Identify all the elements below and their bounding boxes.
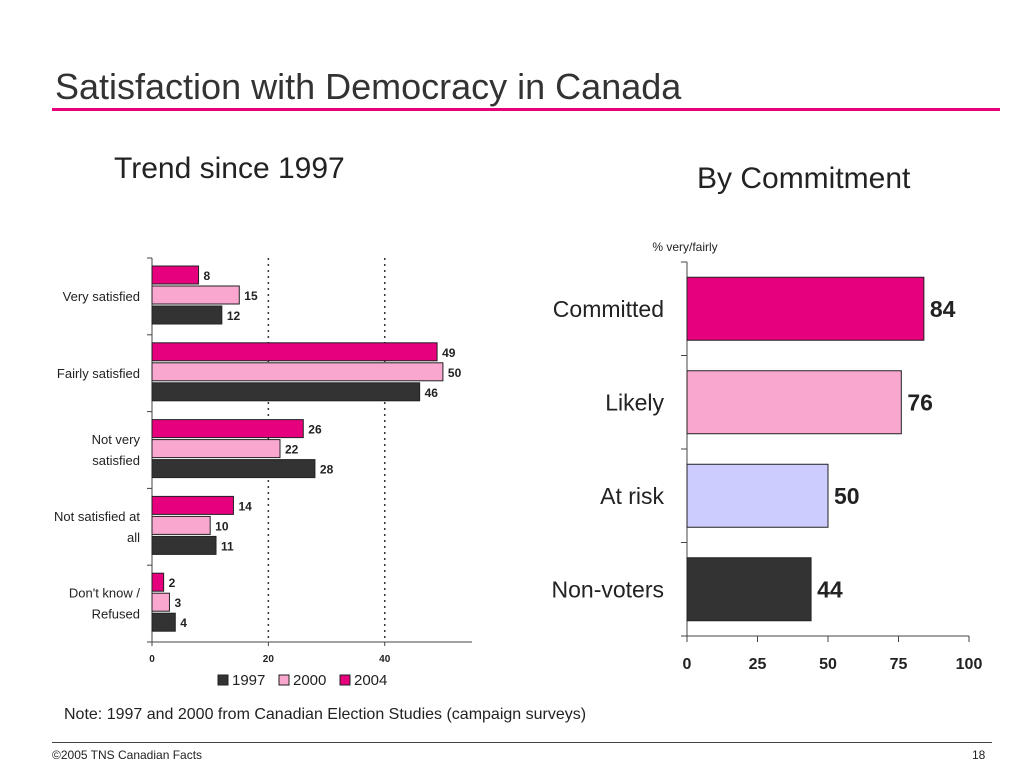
right-chart-title: By Commitment [697, 162, 911, 195]
data-label: 10 [215, 519, 229, 533]
bar [686, 276, 925, 341]
bar-2004 [151, 572, 165, 592]
x-tick-label: 0 [149, 654, 155, 665]
category-label: Not very [92, 432, 141, 447]
bar [686, 557, 812, 622]
data-label: 12 [227, 309, 241, 323]
category-label: Non-voters [552, 576, 664, 602]
data-label: 50 [448, 366, 462, 380]
data-label: 84 [930, 296, 956, 322]
data-label: 3 [174, 596, 181, 610]
bar-1997 [151, 459, 316, 479]
bar [686, 370, 902, 435]
bar [686, 463, 829, 528]
bar-2004 [151, 342, 438, 362]
x-tick-label: 20 [263, 654, 275, 665]
data-label: 50 [834, 483, 860, 509]
footer-divider [52, 742, 992, 743]
x-tick-label: 100 [956, 656, 983, 673]
bar-1997 [151, 305, 223, 325]
category-label: Committed [553, 296, 664, 322]
legend-swatch-2000 [278, 674, 290, 686]
data-label: 28 [320, 463, 334, 477]
x-tick-label: 0 [683, 656, 692, 673]
legend-label: 2004 [354, 672, 387, 689]
x-tick-label: 40 [379, 654, 391, 665]
x-tick-label: 75 [890, 656, 908, 673]
page-number: 18 [972, 748, 986, 762]
bar-2000 [151, 362, 444, 382]
bar-2000 [151, 285, 240, 305]
x-tick-label: 25 [749, 656, 767, 673]
data-label: 15 [244, 289, 258, 303]
bar-2000 [151, 439, 281, 459]
data-label: 11 [221, 539, 234, 553]
data-label: 22 [285, 443, 299, 457]
category-label: Not satisfied at [54, 509, 140, 524]
category-label: Likely [605, 389, 664, 415]
category-label: Fairly satisfied [57, 366, 140, 381]
data-label: 46 [425, 386, 439, 400]
bar-1997 [151, 535, 217, 555]
bar-2000 [151, 592, 170, 612]
legend-swatch-2004 [339, 674, 351, 686]
x-tick-label: 50 [819, 656, 837, 673]
title-underline [52, 108, 1000, 111]
data-label: 76 [907, 389, 933, 415]
category-label: all [127, 530, 140, 545]
data-label: 44 [817, 576, 843, 602]
legend-label: 2000 [293, 672, 326, 689]
bar-1997 [151, 612, 176, 632]
source-note: Note: 1997 and 2000 from Canadian Electi… [64, 706, 587, 723]
category-label: Refused [92, 607, 140, 622]
bar-2004 [151, 265, 200, 285]
axis-note: % very/fairly [652, 240, 717, 254]
category-label: Very satisfied [63, 289, 140, 304]
category-label: satisfied [92, 453, 140, 468]
bar-2004 [151, 419, 304, 439]
bar-2000 [151, 515, 211, 535]
category-label: Don't know / [69, 586, 141, 601]
data-label: 2 [169, 576, 176, 590]
data-label: 26 [308, 423, 322, 437]
legend-swatch-1997 [217, 674, 229, 686]
data-label: 8 [204, 269, 211, 283]
copyright-text: ©2005 TNS Canadian Facts [52, 748, 203, 762]
left-chart-title: Trend since 1997 [114, 152, 345, 185]
category-label: At risk [600, 483, 664, 509]
data-label: 49 [442, 346, 456, 360]
slide-title: Satisfaction with Democracy in Canada [55, 66, 682, 107]
data-label: 14 [238, 499, 252, 513]
data-label: 4 [180, 616, 187, 630]
legend-label: 1997 [232, 672, 265, 689]
bar-2004 [151, 495, 234, 515]
bar-1997 [151, 382, 421, 402]
